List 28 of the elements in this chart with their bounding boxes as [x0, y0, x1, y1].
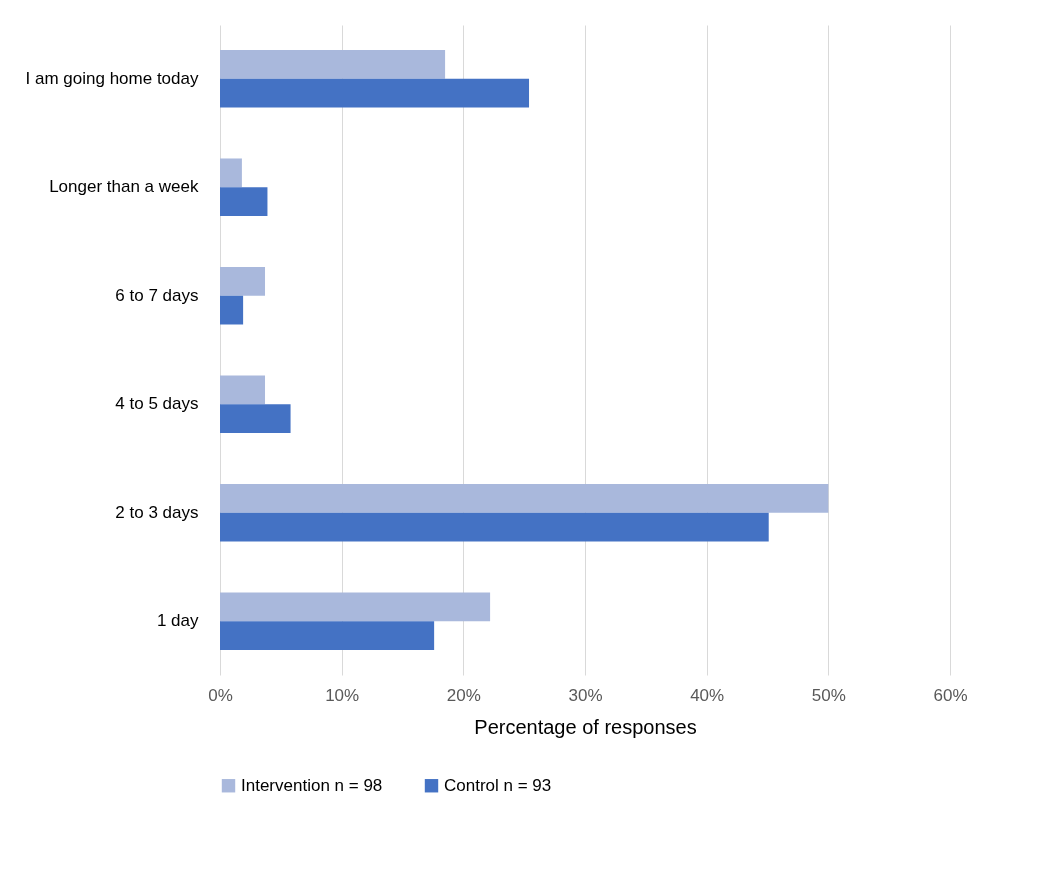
y-tick-label: 2 to 3 days	[115, 502, 199, 522]
y-tick-label: 4 to 5 days	[115, 394, 199, 414]
y-tick-label: I am going home today	[25, 68, 199, 88]
y-tick-label: Longer than a week	[49, 177, 199, 197]
bar	[220, 49, 446, 79]
bar	[220, 295, 244, 325]
x-tick-label: 50%	[811, 685, 846, 705]
x-tick-label: 30%	[568, 685, 603, 705]
bar	[220, 404, 291, 434]
x-tick-label: 60%	[933, 685, 968, 705]
bar	[220, 512, 769, 542]
x-tick-label: 0%	[208, 685, 233, 705]
bar	[220, 484, 829, 513]
y-tick-label: 1 day	[156, 611, 199, 631]
bar	[220, 158, 242, 188]
bar	[220, 592, 491, 622]
y-tick-label: 6 to 7 days	[115, 285, 199, 305]
bar	[220, 621, 435, 651]
legend-label: Control n = 93	[444, 775, 552, 795]
bar	[220, 375, 266, 405]
legend-label: Intervention n = 98	[241, 775, 383, 795]
bar	[220, 266, 266, 296]
x-tick-label: 20%	[446, 685, 481, 705]
bar	[220, 187, 268, 216]
x-tick-label: 40%	[690, 685, 725, 705]
bar	[220, 78, 530, 108]
x-tick-label: 10%	[325, 685, 360, 705]
x-axis-title: Percentage of responses	[474, 715, 697, 738]
